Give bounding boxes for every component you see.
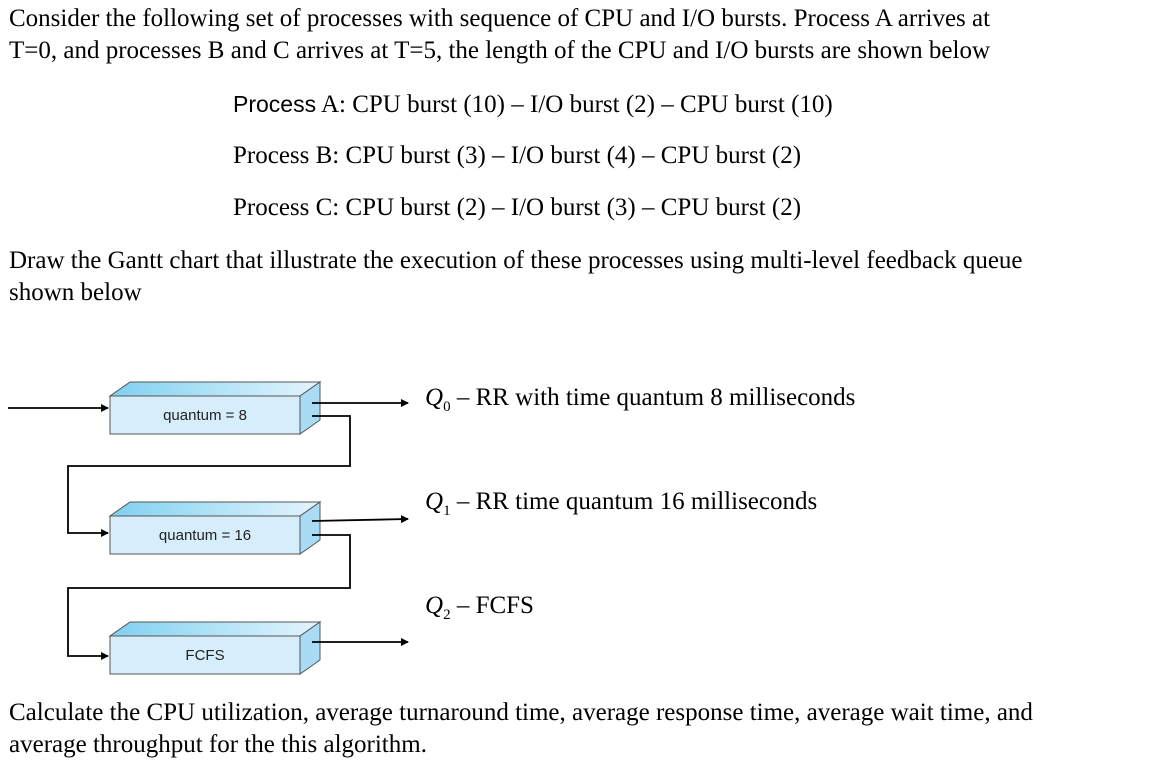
closing-line-1: Calculate the CPU utilization, average t… [9, 699, 1033, 726]
intro-line-2: T=0, and processes B and C arrives at T=… [9, 37, 991, 64]
queue-0-box: quantum = 8 [108, 381, 322, 435]
queue-1-policy: – RR time quantum 16 milliseconds [450, 488, 818, 515]
intro-line-1: Consider the following set of processes … [9, 5, 991, 32]
process-c-bursts: CPU burst (2) – I/O burst (3) – CPU burs… [339, 194, 802, 221]
queue-0-policy: – RR with time quantum 8 milliseconds [450, 384, 856, 411]
queue-1-cpu-arrow [311, 515, 409, 524]
queue-0-label: quantum = 8 [163, 407, 247, 424]
process-a-line: Process A: CPU burst (10) – I/O burst (2… [233, 89, 833, 120]
process-a-prefix: Process [233, 91, 317, 117]
queue-2-policy: – FCFS [450, 592, 534, 619]
queue-1-label: quantum = 16 [159, 527, 251, 544]
closing-line-2: average throughput for the this algorith… [9, 731, 427, 758]
process-b-bursts: CPU burst (3) – I/O burst (4) – CPU burs… [339, 142, 802, 169]
queue-2-name: Q [425, 592, 444, 619]
queue-1-index: 1 [443, 503, 451, 519]
queue-2-label: FCFS [185, 647, 224, 664]
queue-0-description: Q0 – RR with time quantum 8 milliseconds [425, 383, 855, 422]
queue-0-demote-arrow [67, 415, 351, 537]
process-a-bursts: A: CPU burst (10) – I/O burst (2) – CPU … [316, 91, 833, 118]
queue-1-box: quantum = 16 [108, 501, 322, 555]
process-c-line: Process C: CPU burst (2) – I/O burst (3)… [233, 193, 801, 223]
queue-2-index: 2 [443, 607, 451, 623]
queue-0-index: 0 [443, 399, 451, 415]
queue-1-description: Q1 – RR time quantum 16 milliseconds [425, 487, 817, 526]
queue-1-name: Q [425, 488, 444, 515]
queue-2-box: FCFS [108, 621, 322, 675]
process-c-prefix: Process C: [233, 194, 340, 221]
process-b-line: Process B: CPU burst (3) – I/O burst (4)… [233, 141, 801, 171]
queue-0-name: Q [425, 384, 444, 411]
process-b-prefix: Process B: [233, 142, 340, 169]
task-line-2: shown below [9, 279, 142, 306]
queue-1-demote-arrow [67, 534, 351, 660]
task-line-1: Draw the Gantt chart that illustrate the… [9, 247, 1023, 274]
queue-2-description: Q2 – FCFS [425, 591, 534, 630]
